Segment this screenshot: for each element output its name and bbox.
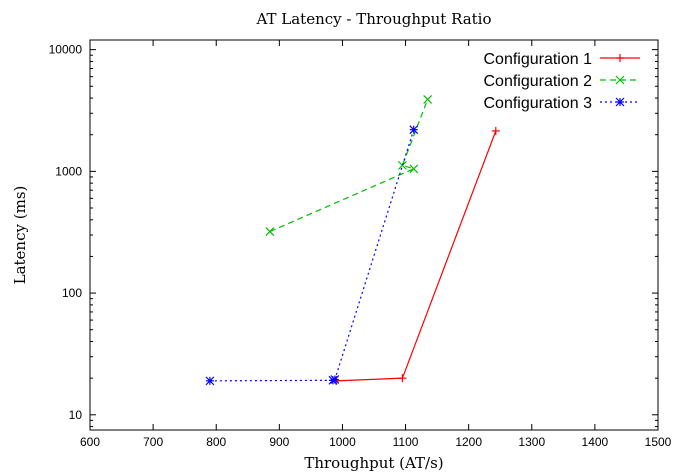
y-tick-label: 100: [62, 286, 82, 300]
x-tick-label: 1300: [518, 435, 545, 449]
series-line: [209, 129, 415, 382]
x-tick-label: 1100: [393, 435, 419, 449]
x-tick-label: 600: [80, 435, 100, 449]
data-point-marker: [330, 375, 340, 384]
series-2: [265, 94, 433, 237]
x-axis-label: Throughput (AT/s): [304, 454, 443, 472]
y-axis-label: Latency (ms): [11, 186, 29, 285]
series-layer: [205, 94, 500, 386]
data-point-marker: [409, 164, 419, 174]
x-axis: 600 700 800 900 1000 1100 1200 1300 1400 1500: [80, 40, 672, 449]
data-point-marker: [265, 227, 275, 237]
y-tick-label: 10000: [49, 43, 83, 57]
series-line: [336, 130, 497, 382]
chart-title: AT Latency - Throughput Ratio: [255, 10, 491, 28]
x-tick-label: 1000: [329, 435, 356, 449]
data-point-marker: [615, 75, 625, 85]
legend-label: Configuration 1: [483, 51, 592, 68]
legend-label: Configuration 3: [483, 95, 592, 112]
y-axis: 10 100 1000 10000: [49, 43, 658, 428]
x-tick-label: 900: [269, 435, 289, 449]
data-point-marker: [328, 375, 338, 385]
data-point-marker: [615, 97, 625, 107]
data-point-marker: [409, 125, 419, 135]
data-point-marker: [397, 160, 407, 170]
y-tick-label: 10: [69, 408, 83, 422]
data-point-marker: [205, 376, 215, 386]
legend-label: Configuration 2: [483, 73, 592, 90]
x-tick-label: 700: [143, 435, 163, 449]
data-point-marker: [423, 94, 433, 104]
legend: Configuration 1 Configuration 2 Configurat…: [483, 51, 640, 112]
series-1: [332, 126, 500, 385]
x-tick-label: 800: [206, 435, 226, 449]
series-line: [269, 99, 429, 233]
series-3: [205, 125, 419, 386]
x-tick-label: 1400: [582, 435, 609, 449]
x-tick-label: 1500: [645, 435, 672, 449]
y-tick-label: 1000: [55, 164, 82, 178]
x-tick-label: 1200: [455, 435, 482, 449]
